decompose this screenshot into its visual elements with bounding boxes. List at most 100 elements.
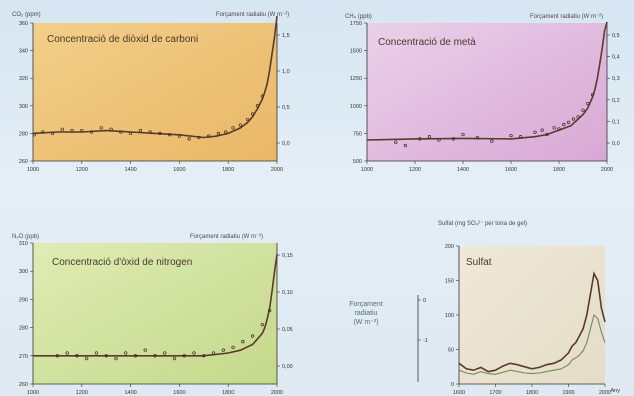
- data-point: [133, 354, 138, 358]
- y-tick-label: 320: [19, 76, 28, 82]
- y-right-axis-label: Forçament radiatiu (W m⁻²): [530, 14, 603, 20]
- data-point: [238, 123, 243, 127]
- data-point: [576, 115, 580, 119]
- data-point: [260, 323, 265, 327]
- x-tick-label: 1600: [505, 167, 517, 173]
- y-tick-label: 340: [19, 49, 28, 55]
- x-axis-label: Any: [611, 388, 621, 394]
- series-line: [366, 21, 608, 141]
- data-point: [231, 126, 235, 130]
- x-tick-label: 2000: [601, 167, 613, 173]
- x-tick-label: 1400: [124, 167, 136, 173]
- y-tick-label: 290: [19, 297, 28, 303]
- forcing-tick-label: -1: [423, 338, 428, 344]
- data-point: [177, 134, 182, 138]
- data-point: [268, 309, 272, 313]
- data-point: [75, 354, 79, 358]
- data-point: [427, 135, 432, 139]
- x-tick-label: 2000: [271, 167, 283, 173]
- data-point: [128, 131, 133, 136]
- y-tick-label: 260: [19, 159, 28, 165]
- data-point: [50, 131, 55, 136]
- y-right-tick-label: 1,0: [282, 69, 290, 75]
- x-tick-label: 1800: [222, 390, 234, 396]
- x-tick-label: 1400: [457, 167, 469, 173]
- data-point: [518, 135, 523, 139]
- chart-title: Concentració de diòxid de carboni: [47, 34, 198, 45]
- y-right-tick-label: 0,0: [282, 141, 290, 147]
- series-line-secondary: [458, 313, 606, 375]
- data-point: [94, 351, 99, 355]
- y-axis-label: CH₄ (ppb): [345, 14, 372, 20]
- y-tick-label: 50: [448, 348, 454, 354]
- data-point: [114, 356, 118, 361]
- chart-title: Sulfat: [466, 257, 492, 268]
- chart-title: Concentració d'òxid de nitrogen: [52, 257, 192, 268]
- data-point: [394, 140, 398, 144]
- data-point: [224, 130, 228, 134]
- data-point: [451, 137, 456, 141]
- data-point: [158, 131, 162, 136]
- x-tick-label: 1000: [361, 167, 373, 173]
- data-point: [197, 135, 201, 140]
- data-point: [202, 354, 206, 358]
- panel-background: [33, 243, 277, 384]
- forcing-label-line-3: (W m⁻²): [353, 319, 379, 326]
- data-point: [403, 143, 408, 148]
- data-point: [182, 354, 186, 358]
- y-tick-label: 1000: [350, 104, 362, 110]
- y-axis-label: N₂O (ppb): [12, 234, 39, 240]
- data-point: [246, 117, 250, 122]
- y-tick-label: 150: [445, 279, 454, 285]
- data-point: [255, 104, 260, 108]
- y-tick-label: 0: [451, 382, 454, 388]
- x-tick-label: 1600: [453, 390, 465, 396]
- x-tick-label: 1800: [222, 167, 234, 173]
- data-point: [562, 122, 566, 127]
- data-point: [260, 94, 265, 98]
- y-tick-label: 100: [445, 313, 454, 319]
- data-point: [85, 356, 89, 361]
- x-tick-label: 2000: [599, 390, 611, 396]
- y-right-tick-label: 0,00: [282, 364, 293, 370]
- y-tick-label: 260: [19, 382, 28, 388]
- data-point: [533, 130, 537, 134]
- data-point: [70, 128, 74, 133]
- data-point: [148, 130, 152, 134]
- data-point: [540, 128, 544, 132]
- y-right-tick-label: 0,5: [282, 105, 290, 111]
- x-tick-label: 1200: [409, 167, 421, 173]
- x-tick-label: 1400: [124, 390, 136, 396]
- data-point: [557, 127, 561, 131]
- x-tick-label: 1900: [562, 390, 574, 396]
- data-point: [231, 345, 235, 349]
- series-line: [33, 254, 278, 357]
- y-right-tick-label: 0,4: [612, 55, 620, 61]
- data-point: [167, 133, 172, 137]
- data-point: [586, 101, 590, 106]
- data-point: [566, 120, 571, 125]
- panel-background: [33, 23, 277, 161]
- y-tick-label: 300: [19, 269, 28, 275]
- data-point: [55, 354, 60, 358]
- forcing-tick-label: 0: [423, 298, 426, 304]
- data-point: [590, 93, 595, 97]
- data-point: [221, 348, 225, 352]
- y-tick-label: 360: [19, 21, 28, 27]
- data-point: [89, 130, 94, 134]
- data-point: [172, 356, 177, 361]
- y-tick-label: 1500: [350, 49, 362, 55]
- y-tick-label: 1750: [350, 21, 362, 27]
- y-tick-label: 310: [19, 241, 28, 247]
- y-tick-label: 1250: [350, 76, 362, 82]
- data-point: [99, 126, 103, 130]
- data-point: [545, 132, 549, 137]
- data-point: [163, 351, 167, 355]
- y-right-tick-label: 0,5: [612, 33, 620, 39]
- data-point: [437, 138, 441, 142]
- data-point: [581, 108, 585, 112]
- data-point: [490, 139, 494, 143]
- y-right-tick-label: 1,5: [282, 33, 290, 39]
